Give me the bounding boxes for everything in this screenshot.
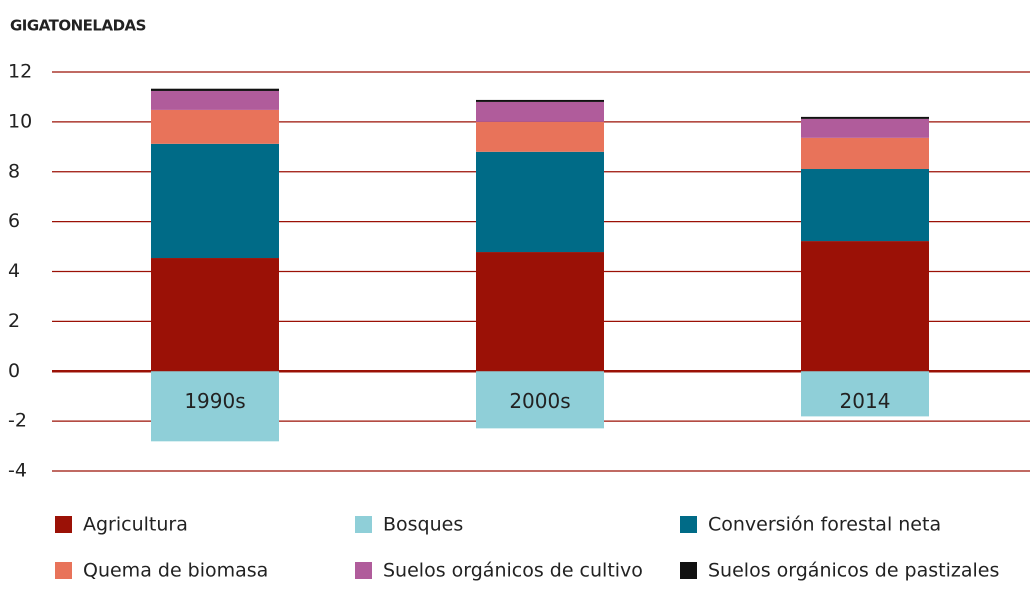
bar-segment	[801, 137, 929, 170]
bar-segment	[151, 371, 279, 442]
bar-segment	[476, 121, 604, 152]
bar-segment	[476, 101, 604, 122]
y-tick-label: 8	[8, 160, 20, 182]
y-tick-label: 4	[8, 260, 20, 282]
category-label: 2000s	[509, 389, 570, 413]
bar-segment	[476, 252, 604, 372]
y-tick-label: 0	[8, 360, 20, 382]
bar-segment	[476, 151, 604, 253]
y-tick-label: -2	[8, 410, 27, 432]
legend-swatch	[55, 562, 72, 579]
category-label: 2014	[840, 389, 891, 413]
bar-segment	[151, 88, 279, 91]
legend-swatch	[680, 516, 697, 533]
bar-segment	[801, 118, 929, 138]
bar-segment	[151, 90, 279, 110]
bar-segment	[476, 99, 604, 102]
legend-label: Agricultura	[83, 514, 188, 536]
legend-label: Suelos orgánicos de cultivo	[383, 560, 643, 582]
legend-label: Bosques	[383, 514, 463, 536]
bar-segment	[476, 371, 604, 429]
bar-segment	[151, 109, 279, 144]
y-tick-label: 12	[8, 61, 32, 83]
bar-segment	[151, 143, 279, 259]
bar-segment	[801, 169, 929, 242]
legend-label: Conversión forestal neta	[708, 514, 941, 536]
bar-segment	[151, 258, 279, 372]
legend-swatch	[55, 516, 72, 533]
y-tick-label: -4	[8, 460, 27, 482]
legend-swatch	[355, 516, 372, 533]
y-tick-label: 10	[8, 110, 32, 132]
legend-swatch	[680, 562, 697, 579]
bars	[151, 88, 929, 442]
legend-label: Quema de biomasa	[83, 560, 268, 582]
bar-segment	[801, 241, 929, 372]
y-tick-label: 2	[8, 310, 20, 332]
bar-segment	[801, 371, 929, 417]
legend-label: Suelos orgánicos de pastizales	[708, 560, 999, 582]
bar-segment	[801, 116, 929, 119]
legend-swatch	[355, 562, 372, 579]
category-label: 1990s	[184, 389, 245, 413]
chart-title: GIGATONELADAS	[10, 17, 146, 35]
y-tick-label: 6	[8, 210, 20, 232]
